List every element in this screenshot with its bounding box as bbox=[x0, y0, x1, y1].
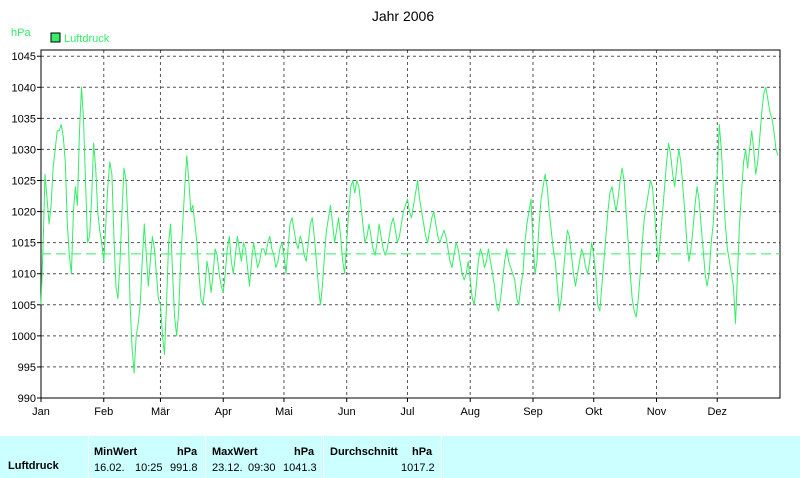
stats-panel: Luftdruck MinWert hPa 16.02. 10:25 991.8… bbox=[0, 436, 800, 478]
y-tick-label: 1010 bbox=[12, 269, 36, 281]
y-tick-label: 1000 bbox=[12, 331, 36, 343]
x-tick-label: Mai bbox=[275, 406, 293, 418]
max-unit: hPa bbox=[294, 446, 315, 458]
min-value: 991.8 bbox=[170, 462, 198, 474]
plot-frame bbox=[40, 49, 781, 399]
x-tick-label: Aug bbox=[460, 406, 480, 418]
y-tick-label: 1035 bbox=[12, 113, 36, 125]
x-tick-label: Okt bbox=[585, 406, 602, 418]
plot-background bbox=[41, 50, 780, 398]
avg-unit: hPa bbox=[412, 446, 433, 458]
legend-swatch-luftdruck bbox=[50, 32, 61, 43]
x-tick-label: Nov bbox=[647, 406, 667, 418]
x-tick-label: Feb bbox=[94, 406, 113, 418]
plot-area: 1045 1040 1035 1030 1025 1020 1015 1010 1005 1000… bbox=[12, 49, 781, 418]
y-tick-label: 995 bbox=[18, 362, 36, 374]
x-tick-label: Apr bbox=[215, 406, 232, 418]
y-tick-label: 1030 bbox=[12, 144, 36, 156]
y-tick-label: 1020 bbox=[12, 207, 36, 219]
y-tick-label: 1015 bbox=[12, 238, 36, 250]
legend-label-luftdruck: Luftdruck bbox=[64, 33, 110, 45]
y-tick-label: 1005 bbox=[12, 300, 36, 312]
min-date: 16.02. bbox=[94, 462, 125, 474]
legend: Luftdruck bbox=[50, 32, 110, 45]
stats-separator bbox=[205, 436, 206, 478]
x-tick-label: Mär bbox=[151, 406, 170, 418]
y-tick-label: 990 bbox=[18, 393, 36, 405]
series-line-luftdruck bbox=[40, 86, 779, 374]
avg-value-cell: Durchschnitt hPa 1017.2 bbox=[324, 436, 440, 478]
max-time: 09:30 bbox=[248, 462, 276, 474]
max-value: 1041.3 bbox=[283, 462, 317, 474]
max-date: 23.12. bbox=[212, 462, 243, 474]
x-tick-label: Jun bbox=[338, 406, 356, 418]
stats-separator bbox=[441, 436, 442, 478]
chart: Jahr 2006 hPa Luftdruck 1045 1040 1035 1030… bbox=[11, 8, 781, 418]
y-tick-label: 1025 bbox=[12, 176, 36, 188]
min-unit: hPa bbox=[177, 446, 198, 458]
x-tick-label: Jan bbox=[32, 406, 50, 418]
stats-separator bbox=[88, 436, 89, 478]
chart-title: Jahr 2006 bbox=[372, 8, 434, 24]
min-value-cell: MinWert hPa 16.02. 10:25 991.8 bbox=[89, 436, 204, 478]
x-tick-label: Dez bbox=[707, 406, 727, 418]
stats-separator bbox=[323, 436, 324, 478]
stats-row-label: Luftdruck bbox=[8, 460, 59, 472]
y-axis-unit-label: hPa bbox=[11, 27, 31, 39]
min-time: 10:25 bbox=[135, 462, 163, 474]
max-header: MaxWert bbox=[212, 446, 258, 458]
x-tick-label: Sep bbox=[523, 406, 543, 418]
y-tick-label: 1040 bbox=[12, 82, 36, 94]
min-header: MinWert bbox=[94, 446, 138, 458]
avg-value: 1017.2 bbox=[401, 462, 435, 474]
x-tick-label: Jul bbox=[400, 406, 414, 418]
stats-row-label-cell: Luftdruck bbox=[0, 436, 88, 478]
avg-header: Durchschnitt bbox=[330, 446, 398, 458]
max-value-cell: MaxWert hPa 23.12. 09:30 1041.3 bbox=[206, 436, 322, 478]
y-tick-label: 1045 bbox=[12, 51, 36, 63]
